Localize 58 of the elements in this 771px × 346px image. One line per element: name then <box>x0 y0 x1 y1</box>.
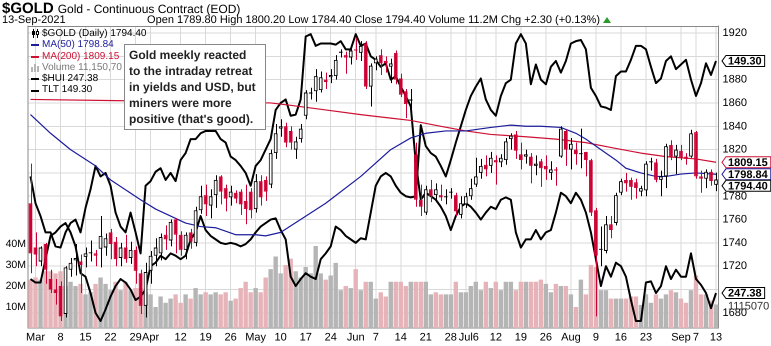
y-tick-label: 1760 <box>722 214 747 226</box>
x-tick-label: 10 <box>274 332 287 344</box>
annotation: Open 1789.80 High 1800.20 Low 1784.40 Close 1794.40 Volume 11.2M Chg +2.30 (+0.13%) <box>147 14 600 26</box>
chart-subtitle: Gold - Continuous Contract (EOD) <box>58 2 240 16</box>
x-tick-label: 6 <box>472 332 479 344</box>
y-tick-label: 1720 <box>722 260 747 272</box>
x-tick-label: 17 <box>300 332 312 344</box>
x-tick-label: 22 <box>104 332 117 344</box>
y-tick-label: 1820 <box>722 144 747 156</box>
data-label: 1809.15 <box>728 156 768 169</box>
x-tick-label: 7 <box>692 332 700 344</box>
x-tick-label: 23 <box>640 332 652 344</box>
x-tick-label: 8 <box>57 332 64 344</box>
x-tick-label: 13 <box>710 332 722 344</box>
annotation: Gold meekly reacted to the intraday retreat in yields and USD, but miners were more positive (that's good). <box>124 44 266 130</box>
x-tick-label: 28 <box>444 332 457 344</box>
x-tick-label: Apr <box>142 332 160 344</box>
x-tick-label: 9 <box>592 332 599 344</box>
x-tick-label: 19 <box>200 332 212 344</box>
annotation: 13-Sep-2021 <box>2 14 66 26</box>
x-tick-label: 16 <box>614 332 628 344</box>
text: 1794.40 <box>728 180 768 192</box>
y-tick-label: 1840 <box>722 120 747 132</box>
legend-label: MA(200) 1809.15 <box>42 50 120 62</box>
x-tick-label: 26 <box>540 332 552 344</box>
legend-label: $GOLD (Daily) 1794.40 <box>42 28 146 40</box>
x-tick-label: 12 <box>490 332 502 344</box>
x-tick-label: Aug <box>561 332 581 344</box>
x-tick-label: 19 <box>514 332 527 344</box>
y-tick-label: 1780 <box>722 190 747 202</box>
x-tick-label: May <box>245 332 267 344</box>
x-tick-label: Sep <box>671 332 691 344</box>
y-tick-label: 1880 <box>722 74 747 86</box>
x-tick-label: Mar <box>26 332 46 344</box>
y2-tick-label: 40M <box>6 238 26 250</box>
annotation: 247.38 <box>728 288 762 300</box>
annotation: 149.30 <box>728 56 762 68</box>
y2-tick-label: 20M <box>6 280 26 292</box>
x-tick-label: 29 <box>129 332 142 344</box>
y2-tick-label: 10M <box>6 300 26 313</box>
x-tick-label: Jul <box>458 332 473 344</box>
legend-label: MA(50) 1798.84 <box>42 39 114 51</box>
legend-label: Volume 11,150,70 <box>42 62 122 74</box>
y-tick-label: 1860 <box>722 96 747 109</box>
y-tick-label: 1740 <box>722 236 747 249</box>
x-tick-label: 24 <box>324 332 337 344</box>
x-tick-label: 12 <box>174 332 187 344</box>
y2-tick-label: 30M <box>6 258 26 271</box>
legend-label: $HUI 247.38 <box>42 73 98 84</box>
x-tick-label: 26 <box>224 332 237 344</box>
legend-label: TLT 149.30 <box>42 84 92 96</box>
x-tick-label: 7 <box>372 332 379 344</box>
x-tick-label: Jun <box>346 332 365 344</box>
data-label: 1798.84 <box>728 168 769 181</box>
x-tick-label: 14 <box>394 332 407 344</box>
x-tick-label: 15 <box>79 332 92 344</box>
x-tick-label: 21 <box>420 332 432 344</box>
y-tick-label: 1920 <box>722 27 747 40</box>
